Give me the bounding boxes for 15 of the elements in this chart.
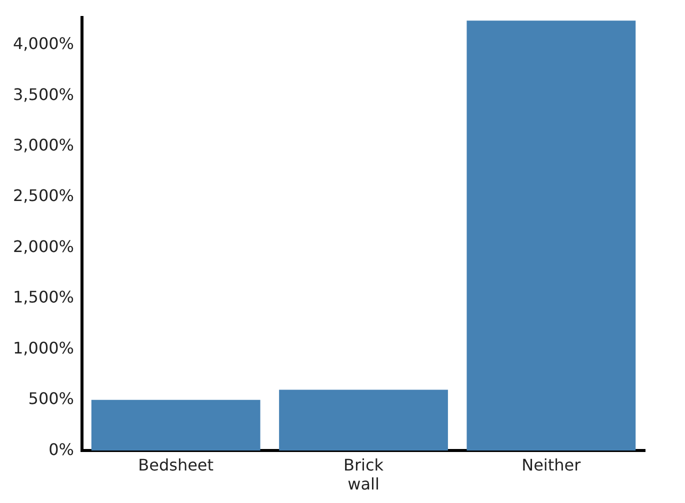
x-tick-label: Neither: [522, 455, 582, 474]
bar: [279, 390, 448, 451]
x-tick-label: Brick wall: [343, 455, 384, 494]
y-tick-label: 1,000%: [12, 338, 74, 358]
y-tick-label: 4,000%: [12, 34, 74, 54]
bar: [466, 20, 636, 451]
x-tick-label: Bedsheet: [138, 455, 214, 474]
bar: [91, 400, 260, 451]
y-tick-label: 3,000%: [12, 136, 74, 155]
y-tick-label: 2,000%: [12, 236, 74, 256]
y-tick-label: 0%: [48, 440, 74, 459]
y-tick-label: 1,500%: [12, 288, 74, 307]
y-tick-label: 2,500%: [12, 186, 74, 206]
y-tick-label: 3,500%: [12, 84, 74, 104]
y-tick-label: 500%: [28, 389, 74, 408]
